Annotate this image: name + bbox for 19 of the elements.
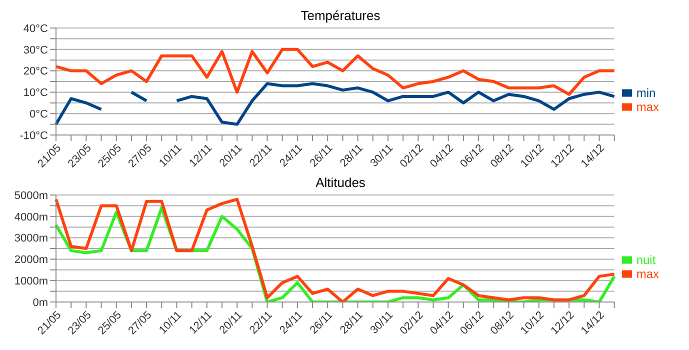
chart-title: Températures [300, 8, 382, 24]
line-series [54, 48, 616, 96]
legend-label: nuit [636, 252, 656, 266]
y-tick-label: 5000m [14, 190, 48, 202]
legend-label: min [636, 86, 656, 100]
y-tick-label: 1000m [14, 276, 48, 288]
chart-title: Altitudes [314, 175, 366, 191]
legend-label: max [636, 100, 659, 114]
y-tick-label: -10°C [20, 130, 48, 142]
y-tick-label: 10°C [23, 87, 48, 100]
legend-label: max [636, 266, 659, 280]
y-tick-label: 3000m [14, 232, 48, 245]
y-tick-label: 20°C [23, 66, 48, 78]
y-tick-label: 4000m [14, 211, 48, 224]
y-tick-label: 40°C [23, 22, 48, 35]
y-tick-label: 30°C [23, 44, 48, 56]
y-tick-label: 0m [32, 296, 48, 309]
y-tick-label: 2000m [14, 254, 48, 266]
y-tick-label: 0°C [30, 108, 48, 121]
